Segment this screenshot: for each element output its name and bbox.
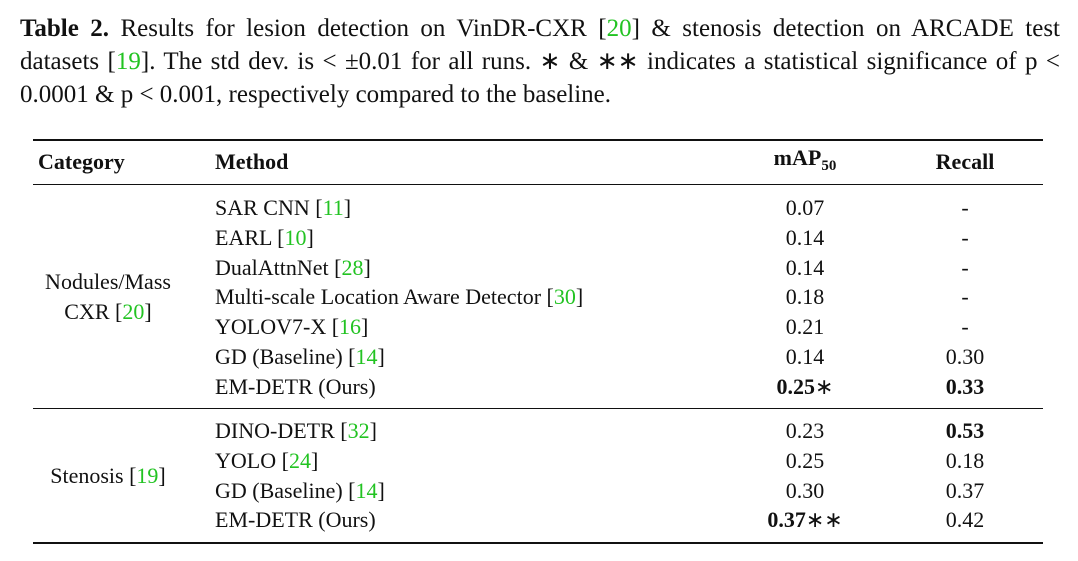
map-cell: 0.18 xyxy=(786,284,825,310)
map-cell: 0.30 xyxy=(786,478,825,504)
method: YOLO [24] xyxy=(215,447,319,473)
method: SAR CNN [11] xyxy=(215,195,352,220)
recall-value: 0.42 xyxy=(945,507,985,533)
method: DualAttnNet [28] xyxy=(215,254,371,280)
recall-value: - xyxy=(961,254,969,280)
method: EM-DETR (Ours) xyxy=(215,373,376,399)
method: EM-DETR (Ours) xyxy=(215,507,376,533)
map-cell: 0.37∗∗ xyxy=(767,507,842,533)
map-value: 0.14 xyxy=(785,344,825,369)
citation: 11 xyxy=(322,195,344,220)
significance: ∗ xyxy=(815,373,834,399)
map-value: 0.25 xyxy=(785,447,825,473)
recall-value: 0.33 xyxy=(945,373,985,399)
recall-value: - xyxy=(961,195,969,220)
category: Nodules/Mass xyxy=(45,269,171,295)
caption: Table 2. Results for lesion detection on… xyxy=(20,12,1060,111)
citation: 30 xyxy=(553,284,576,310)
header-method: Method xyxy=(215,149,289,174)
recall-value: 0.37 xyxy=(945,477,985,503)
citation: 10 xyxy=(284,224,307,250)
map-cell: 0.14 xyxy=(786,255,825,281)
method: YOLOV7-X [16] xyxy=(215,314,369,340)
method: Multi-scale Location Aware Detector [30] xyxy=(215,284,584,310)
category: Stenosis [19] xyxy=(50,462,166,488)
caption-label: Table 2. xyxy=(20,15,110,42)
map-cell: 0.07 xyxy=(786,195,825,221)
method: GD (Baseline) [14] xyxy=(215,477,385,503)
map-value: 0.14 xyxy=(785,224,825,250)
map-cell: 0.25 xyxy=(786,448,825,474)
citation: 20 xyxy=(606,15,632,42)
recall-value: - xyxy=(961,284,969,310)
method: DINO-DETR [32] xyxy=(215,418,377,443)
map-cell: 0.14 xyxy=(786,344,825,370)
map-value: 0.23 xyxy=(785,418,825,443)
recall-value: 0.30 xyxy=(945,344,985,369)
map-cell: 0.23 xyxy=(786,418,825,444)
map-value: 0.21 xyxy=(785,314,825,340)
header-map-text: mAP xyxy=(773,144,822,170)
map-value: 0.18 xyxy=(785,284,825,310)
group-rule xyxy=(33,408,1043,409)
citation: 32 xyxy=(347,418,370,443)
caption-text: Results for lesion detection on VinDR-CX… xyxy=(20,15,1061,108)
recall-value: 0.18 xyxy=(945,447,985,473)
map-cell: 0.21 xyxy=(786,314,825,340)
citation: 19 xyxy=(136,462,159,488)
header-category: Category xyxy=(38,149,125,174)
significance: ∗∗ xyxy=(805,507,843,533)
recall-value: 0.53 xyxy=(945,418,985,443)
bottom-rule xyxy=(33,542,1043,544)
header-map-sub: 50 xyxy=(821,158,837,175)
citation: 16 xyxy=(339,314,362,340)
map-value: 0.14 xyxy=(785,254,825,280)
method: GD (Baseline) [14] xyxy=(215,344,385,369)
citation: 19 xyxy=(115,48,141,75)
citation: 24 xyxy=(288,447,311,473)
map-value: 0.37 xyxy=(767,507,806,533)
header-recall: Recall xyxy=(935,149,995,174)
map-value: 0.25 xyxy=(776,373,816,399)
top-rule xyxy=(33,139,1043,141)
citation: 14 xyxy=(355,477,378,503)
recall-value: - xyxy=(961,314,969,340)
map-value: 0.30 xyxy=(785,477,825,503)
map-cell: 0.14 xyxy=(786,225,825,251)
citation: 20 xyxy=(122,299,145,325)
citation: 14 xyxy=(355,344,378,369)
recall-value: - xyxy=(961,224,969,250)
category: CXR [20] xyxy=(64,299,152,325)
mid-rule xyxy=(33,184,1043,185)
header-map: mAP50 xyxy=(774,145,837,179)
map-cell: 0.25∗ xyxy=(777,374,834,400)
method: EARL [10] xyxy=(215,224,314,250)
map-value: 0.07 xyxy=(785,195,825,220)
citation: 28 xyxy=(341,254,364,280)
